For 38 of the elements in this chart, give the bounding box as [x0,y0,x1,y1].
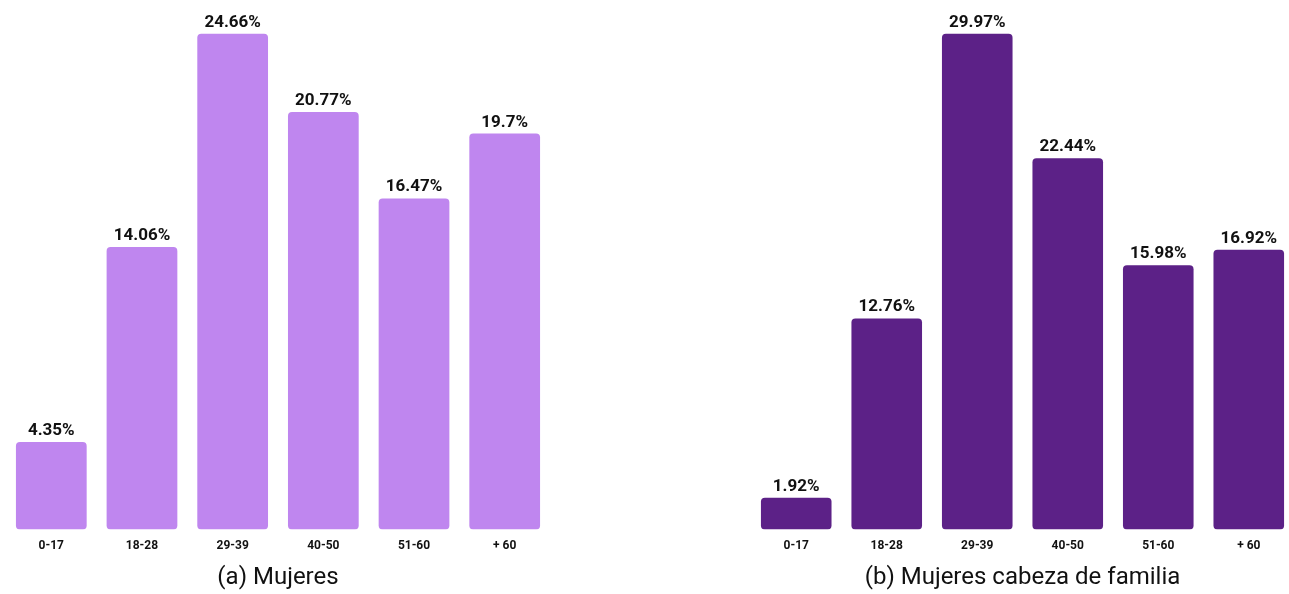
bar [760,497,832,530]
data-label: 1.92% [772,474,820,495]
bar [1032,158,1104,530]
bar [1122,265,1194,530]
data-label: 4.35% [27,419,75,440]
x-tick-label: + 60 [493,537,517,552]
bar [1213,249,1285,530]
x-tick-label: 40-50 [1051,537,1084,552]
bar [469,133,541,530]
bar [106,246,178,530]
data-label: 19.7% [481,110,529,131]
bar [378,198,450,530]
data-label: 14.06% [113,223,171,244]
data-label: 22.44% [1039,135,1097,156]
x-tick-label: 51-60 [1142,537,1175,552]
data-label: 16.47% [385,175,443,196]
data-label: 12.76% [858,295,915,316]
bar [287,112,359,530]
bar [197,33,269,530]
x-tick-label: + 60 [1237,537,1261,552]
x-tick-label: 29-39 [216,537,249,552]
bar [941,33,1013,530]
x-tick-label: 51-60 [397,537,431,552]
data-label: 20.77% [295,89,352,110]
bar [851,318,923,530]
data-label: 15.98% [1130,242,1187,263]
text: (b) Mujeres cabeza de familia [864,561,1181,590]
x-tick-label: 0-17 [38,537,65,552]
text: (a) Mujeres [217,561,339,590]
data-label: 24.66% [204,10,261,31]
x-tick-label: 18-28 [125,537,159,552]
bar [15,442,87,530]
x-tick-label: 29-39 [961,537,994,552]
x-tick-label: 40-50 [307,537,340,552]
data-label: 29.97% [948,10,1006,31]
data-label: 16.92% [1220,226,1278,247]
x-tick-label: 0-17 [783,537,810,552]
x-tick-label: 18-28 [870,537,903,552]
